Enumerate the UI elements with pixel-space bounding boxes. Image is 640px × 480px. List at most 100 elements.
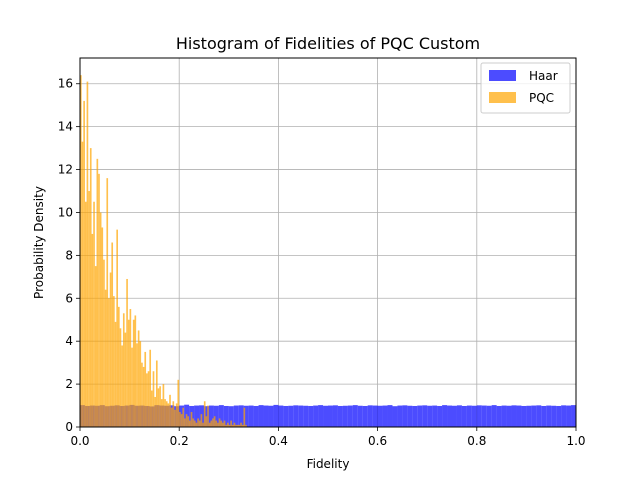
- histogram-bar-haar: [452, 405, 457, 427]
- histogram-bar-pqc: [174, 409, 176, 427]
- histogram-bar-pqc: [155, 360, 158, 427]
- histogram-bar-pqc: [141, 362, 143, 427]
- histogram-bar-haar: [288, 405, 294, 427]
- histogram-bar-haar: [357, 405, 363, 427]
- histogram-bar-haar: [516, 405, 522, 427]
- y-tick-label: 14: [58, 120, 73, 134]
- histogram-bar-haar: [511, 405, 517, 427]
- histogram-bar-pqc: [164, 399, 166, 427]
- histogram-bar-haar: [268, 405, 274, 427]
- histogram-bar-haar: [427, 405, 433, 427]
- histogram-bar-pqc: [84, 201, 87, 427]
- histogram-bar-pqc: [228, 424, 231, 427]
- histogram-bar-haar: [407, 405, 413, 427]
- histogram-bar-pqc: [131, 347, 133, 427]
- histogram-bar-pqc: [86, 81, 89, 427]
- y-tick-label: 12: [58, 163, 73, 177]
- histogram-bar-pqc: [152, 371, 155, 427]
- legend-label-pqc: PQC: [529, 91, 554, 105]
- histogram-bar-pqc: [203, 401, 206, 427]
- series-pqc-bars: [80, 75, 247, 428]
- histogram-bar-pqc: [165, 401, 168, 427]
- histogram-bar-pqc: [207, 405, 209, 427]
- histogram-bar-haar: [213, 405, 219, 427]
- histogram-bars: [80, 75, 576, 428]
- histogram-bar-haar: [377, 405, 383, 427]
- histogram-bar-pqc: [104, 289, 107, 427]
- histogram-bar-pqc: [109, 272, 112, 427]
- histogram-bar-pqc: [93, 201, 95, 427]
- histogram-bar-haar: [412, 405, 418, 427]
- x-tick-label: 1.0: [566, 434, 585, 448]
- histogram-bar-haar: [228, 406, 234, 427]
- histogram-bar-pqc: [91, 233, 94, 427]
- histogram-bar-pqc: [108, 298, 110, 427]
- histogram-bar-haar: [501, 405, 507, 427]
- histogram-bar-haar: [218, 405, 224, 427]
- histogram-bar-haar: [566, 405, 572, 427]
- y-axis-label: Probability Density: [32, 186, 46, 299]
- histogram-bar-haar: [442, 405, 448, 427]
- histogram-bar-haar: [382, 405, 388, 427]
- histogram-bar-pqc: [81, 141, 84, 427]
- histogram-bar-pqc: [136, 343, 138, 427]
- histogram-bar-pqc: [147, 371, 150, 427]
- histogram-bar-haar: [506, 405, 512, 427]
- y-axis-ticks: 0 2 4 6 8 10 12 14 16: [58, 77, 80, 434]
- histogram-bar-pqc: [132, 319, 135, 427]
- histogram-bar-pqc: [182, 407, 185, 427]
- histogram-bar-haar: [531, 405, 537, 427]
- histogram-bar-haar: [556, 405, 562, 427]
- histogram-bar-pqc: [127, 319, 130, 427]
- histogram-bar-haar: [328, 405, 333, 427]
- histogram-bar-pqc: [235, 424, 237, 427]
- histogram-bar-haar: [293, 405, 299, 427]
- histogram-bar-haar: [417, 405, 423, 427]
- histogram-bar-pqc: [238, 424, 241, 427]
- histogram-bar-pqc: [167, 403, 170, 427]
- histogram-bar-pqc: [185, 414, 188, 427]
- histogram-bar-haar: [561, 405, 567, 427]
- histogram-bar-haar: [298, 405, 304, 427]
- y-tick-label: 16: [58, 77, 73, 91]
- histogram-bar-pqc: [98, 173, 100, 427]
- histogram-bar-pqc: [175, 403, 178, 427]
- histogram-bar-pqc: [144, 351, 147, 427]
- histogram-bar-pqc: [121, 345, 123, 427]
- plot-area-frame: [79, 57, 577, 428]
- histogram-bar-haar: [372, 405, 378, 427]
- x-axis-label: Fidelity: [307, 457, 350, 471]
- histogram-bar-pqc: [217, 422, 219, 427]
- histogram-bar-pqc: [111, 242, 114, 427]
- histogram-bar-haar: [466, 405, 472, 427]
- histogram-bar-haar: [367, 405, 373, 427]
- histogram-bar-haar: [194, 405, 200, 427]
- histogram-bar-haar: [342, 405, 348, 427]
- histogram-bar-pqc: [231, 424, 234, 427]
- histogram-bar-haar: [283, 405, 289, 427]
- histogram-bar-pqc: [89, 148, 92, 427]
- histogram-bar-haar: [461, 405, 467, 427]
- histogram-bar-haar: [243, 405, 249, 427]
- histogram-bar-pqc: [226, 422, 229, 427]
- chart-title: Histogram of Fidelities of PQC Custom: [176, 34, 480, 53]
- histogram-bar-pqc: [180, 414, 183, 427]
- histogram-bar-haar: [447, 405, 452, 427]
- x-tick-label: 0.0: [70, 434, 89, 448]
- histogram-bar-pqc: [243, 407, 246, 427]
- histogram-bar-pqc: [222, 422, 224, 427]
- histogram-bar-haar: [486, 405, 492, 427]
- histogram-bar-haar: [258, 405, 264, 427]
- histogram-bar-haar: [303, 405, 309, 427]
- histogram-bar-pqc: [162, 384, 165, 427]
- histogram-bar-pqc: [114, 321, 117, 427]
- histogram-bar-haar: [551, 405, 557, 427]
- histogram-bar-haar: [332, 405, 338, 427]
- x-tick-label: 0.8: [467, 434, 486, 448]
- histogram-bar-pqc: [122, 313, 125, 427]
- y-tick-label: 6: [65, 291, 73, 305]
- histogram-bar-pqc: [169, 394, 171, 427]
- histogram-bar-haar: [491, 405, 497, 427]
- histogram-bar-pqc: [177, 379, 180, 427]
- histogram-bar-haar: [521, 405, 527, 427]
